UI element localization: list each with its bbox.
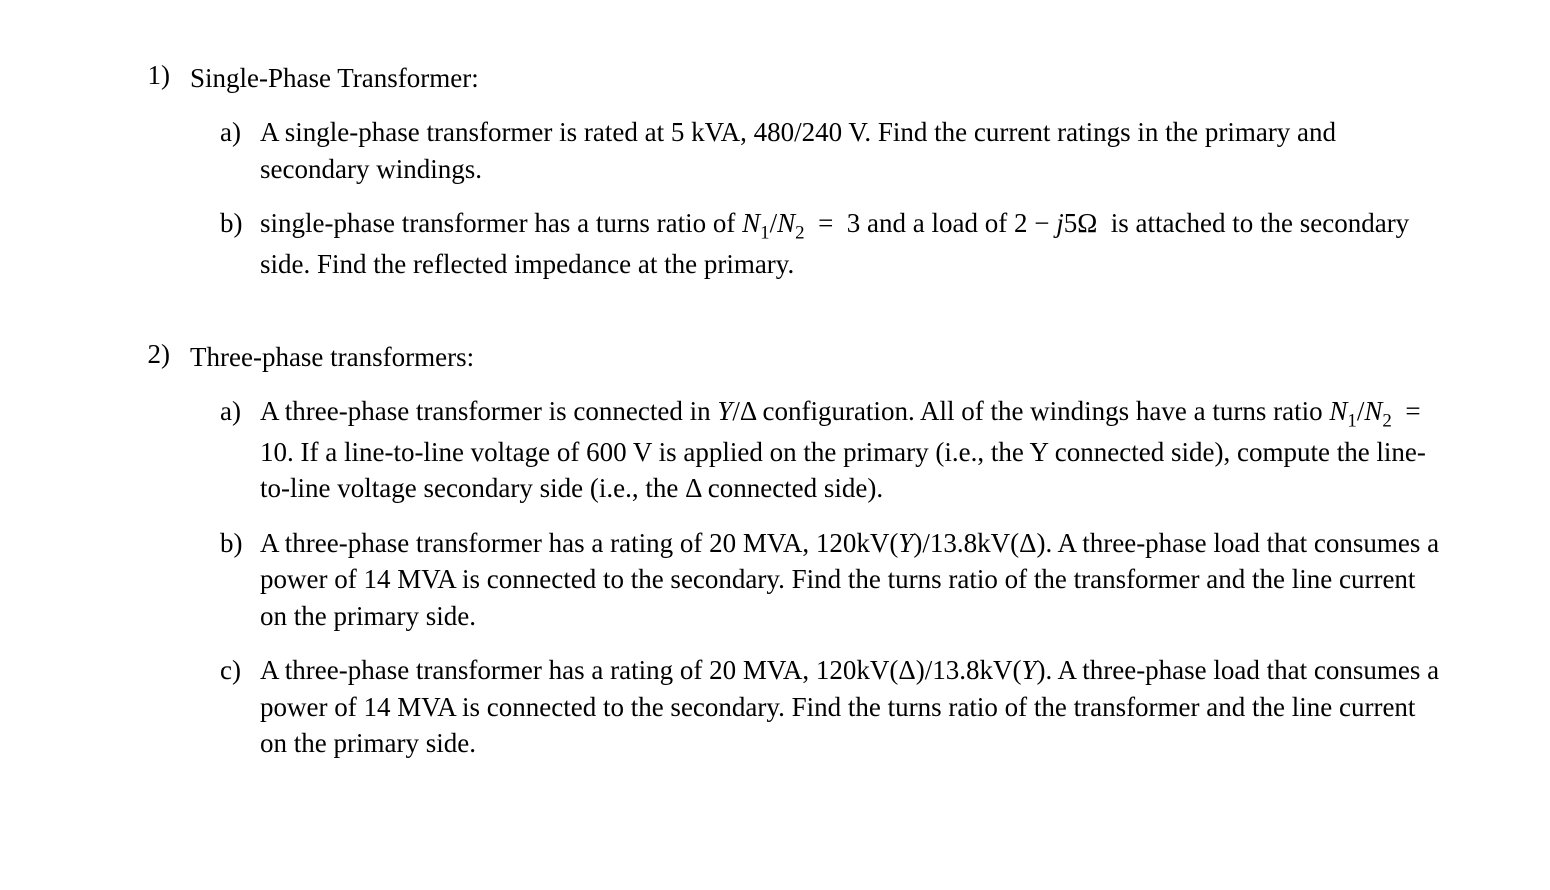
question-title: Single-Phase Transformer: (190, 60, 1440, 96)
sub-text: A three-phase transformer has a rating o… (260, 525, 1440, 634)
question-2: 2) Three-phase transformers: a) A three-… (110, 339, 1440, 780)
sub-label: a) (220, 393, 260, 429)
question-title: Three-phase transformers: (190, 339, 1440, 375)
question-1b: b) single-phase transformer has a turns … (220, 205, 1440, 282)
question-body: Three-phase transformers: a) A three-pha… (190, 339, 1440, 780)
sub-text: A single-phase transformer is rated at 5… (260, 114, 1440, 187)
sub-label: a) (220, 114, 260, 150)
sub-label: c) (220, 652, 260, 688)
question-2b: b) A three-phase transformer has a ratin… (220, 525, 1440, 634)
question-1a: a) A single-phase transformer is rated a… (220, 114, 1440, 187)
spacer (110, 309, 1440, 339)
document-page: 1) Single-Phase Transformer: a) A single… (0, 0, 1550, 828)
question-2c: c) A three-phase transformer has a ratin… (220, 652, 1440, 761)
sub-text: A three-phase transformer is connected i… (260, 393, 1440, 507)
question-1: 1) Single-Phase Transformer: a) A single… (110, 60, 1440, 301)
sub-label: b) (220, 525, 260, 561)
question-number: 1) (110, 60, 190, 91)
question-number: 2) (110, 339, 190, 370)
sub-text: A three-phase transformer has a rating o… (260, 652, 1440, 761)
sub-text: single-phase transformer has a turns rat… (260, 205, 1440, 282)
sub-label: b) (220, 205, 260, 241)
question-2a: a) A three-phase transformer is connecte… (220, 393, 1440, 507)
question-body: Single-Phase Transformer: a) A single-ph… (190, 60, 1440, 301)
